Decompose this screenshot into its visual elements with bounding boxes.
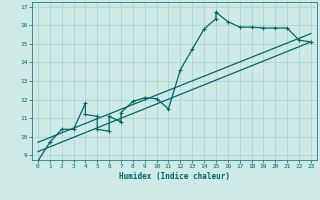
X-axis label: Humidex (Indice chaleur): Humidex (Indice chaleur) xyxy=(119,172,230,181)
